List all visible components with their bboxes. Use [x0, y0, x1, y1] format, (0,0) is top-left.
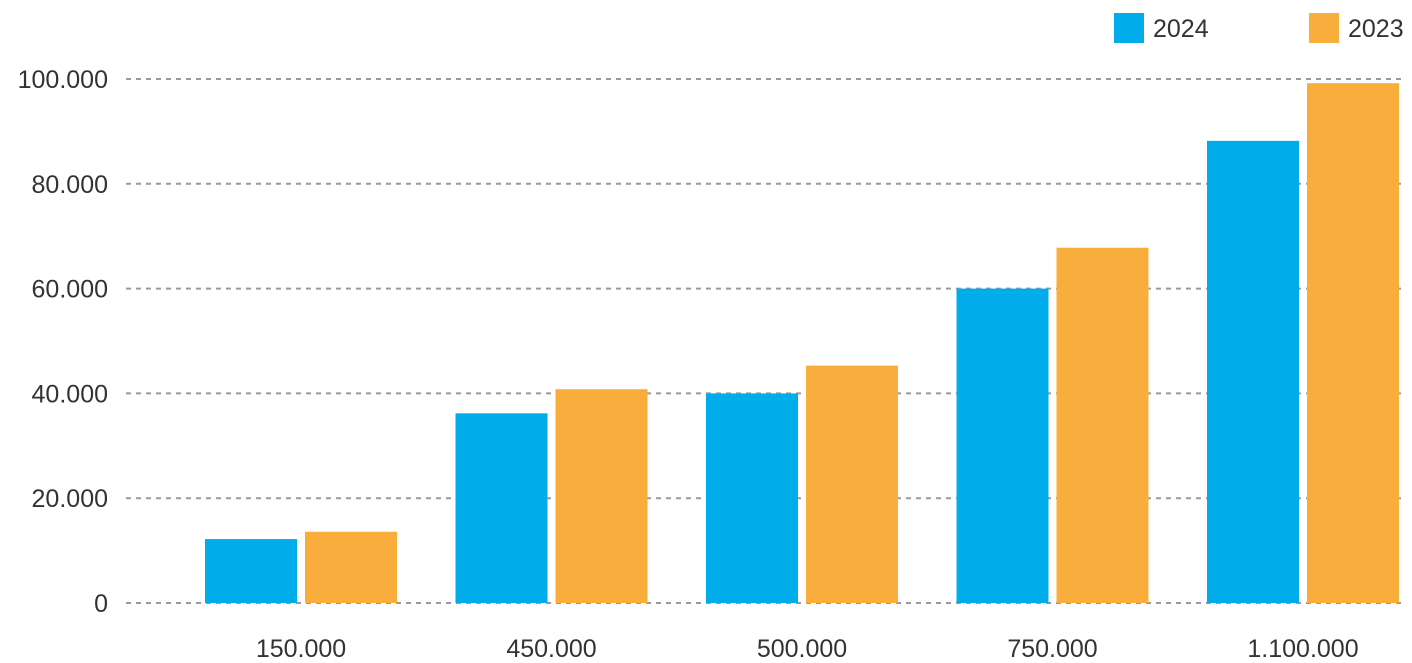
y-tick-label: 20.000: [32, 485, 108, 513]
bar-2024-2: [706, 393, 798, 603]
bar-2024-3: [956, 288, 1049, 603]
x-tick-label: 1.100.000: [1247, 635, 1358, 663]
x-tick-label: 150.000: [256, 635, 346, 663]
bar-2023-0: [305, 531, 397, 603]
y-tick-label: 0: [94, 590, 108, 618]
legend-label-2024: 2024: [1153, 15, 1209, 43]
x-tick-label: 750.000: [1007, 635, 1097, 663]
x-tick-label: 450.000: [506, 635, 596, 663]
bar-2023-4: [1307, 83, 1399, 603]
legend-swatch-2024: [1114, 13, 1144, 43]
bar-2023-1: [555, 389, 648, 603]
y-tick-label: 60.000: [32, 276, 108, 304]
legend-label-2023: 2023: [1348, 15, 1404, 43]
y-tick-label: 80.000: [32, 171, 108, 199]
bar-2024-0: [205, 539, 297, 603]
y-tick-label: 40.000: [32, 380, 108, 408]
bar-2023-2: [806, 365, 898, 603]
bar-2023-3: [1056, 247, 1149, 603]
legend-swatch-2023: [1309, 13, 1339, 43]
bar-2024-4: [1207, 140, 1299, 603]
x-tick-label: 500.000: [757, 635, 847, 663]
y-tick-label: 100.000: [18, 66, 108, 94]
bar-2024-1: [455, 413, 548, 603]
